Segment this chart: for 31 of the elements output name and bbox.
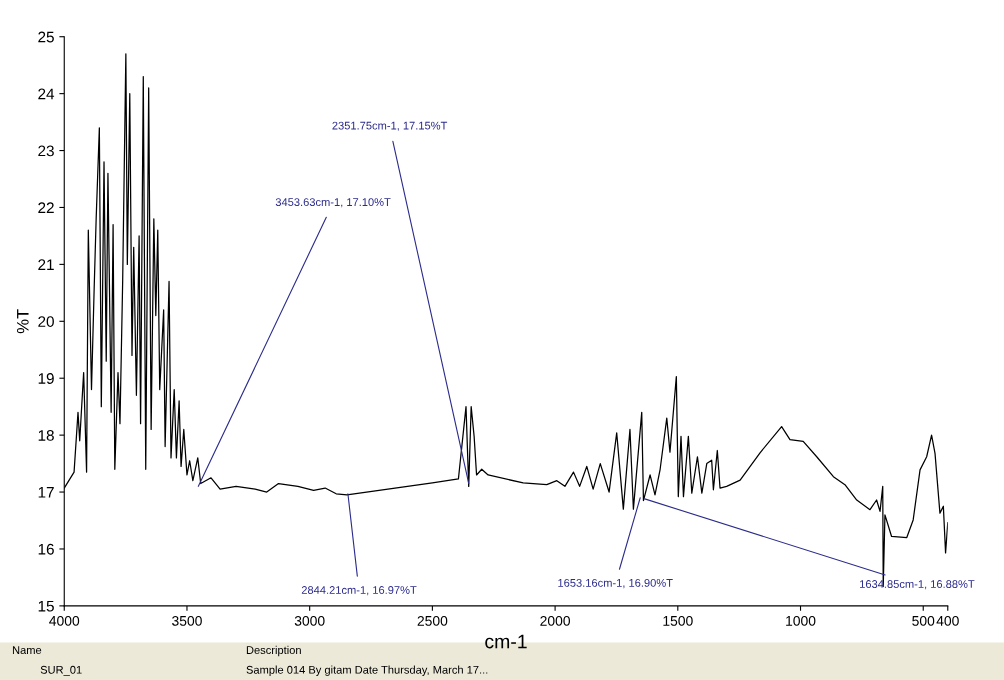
text: Name xyxy=(12,646,42,654)
y-axis-title: %T xyxy=(16,309,29,334)
y-tick-label: 22 xyxy=(38,202,54,213)
x-tick-label: 2500 xyxy=(417,615,448,626)
text: SUR_01 xyxy=(40,665,82,676)
y-tick-label: 18 xyxy=(38,430,54,441)
annotation: 3453.63cm-1, 17.10%T xyxy=(275,198,391,208)
annotation: 1653.16cm-1, 16.90%T xyxy=(558,578,673,589)
x-axis-title: cm-1 xyxy=(485,634,527,649)
y-tick-label: 24 xyxy=(38,88,55,100)
text: Sample 014 By gitam Date Thursday, March 17... xyxy=(246,665,488,676)
y-tick-label: 15 xyxy=(38,600,54,612)
y-tick-label: 19 xyxy=(38,373,54,384)
x-tick-label: 400 xyxy=(936,615,959,626)
x-tick-label: 1500 xyxy=(663,615,693,626)
x-tick-label: 500 xyxy=(912,615,935,626)
x-tick-label: 1000 xyxy=(786,615,816,626)
y-tick-label: 17 xyxy=(38,487,54,498)
annotation: 1634.85cm-1, 16.88%T xyxy=(860,580,975,590)
y-tick-label: 21 xyxy=(38,259,54,270)
annotation: 2844.21cm-1, 16.97%T xyxy=(301,586,417,596)
y-tick-label: 16 xyxy=(38,543,54,555)
x-tick-label: 3500 xyxy=(172,615,202,626)
y-tick-label: 20 xyxy=(38,316,54,327)
y-tick-label: 25 xyxy=(38,31,54,43)
x-tick-label: 4000 xyxy=(49,615,80,626)
y-tick-label: 23 xyxy=(38,145,54,157)
annotation: 2351.75cm-1, 17.15%T xyxy=(332,121,448,131)
x-tick-label: 3000 xyxy=(294,615,325,626)
text: Description xyxy=(246,645,301,657)
x-tick-label: 2000 xyxy=(540,615,571,626)
